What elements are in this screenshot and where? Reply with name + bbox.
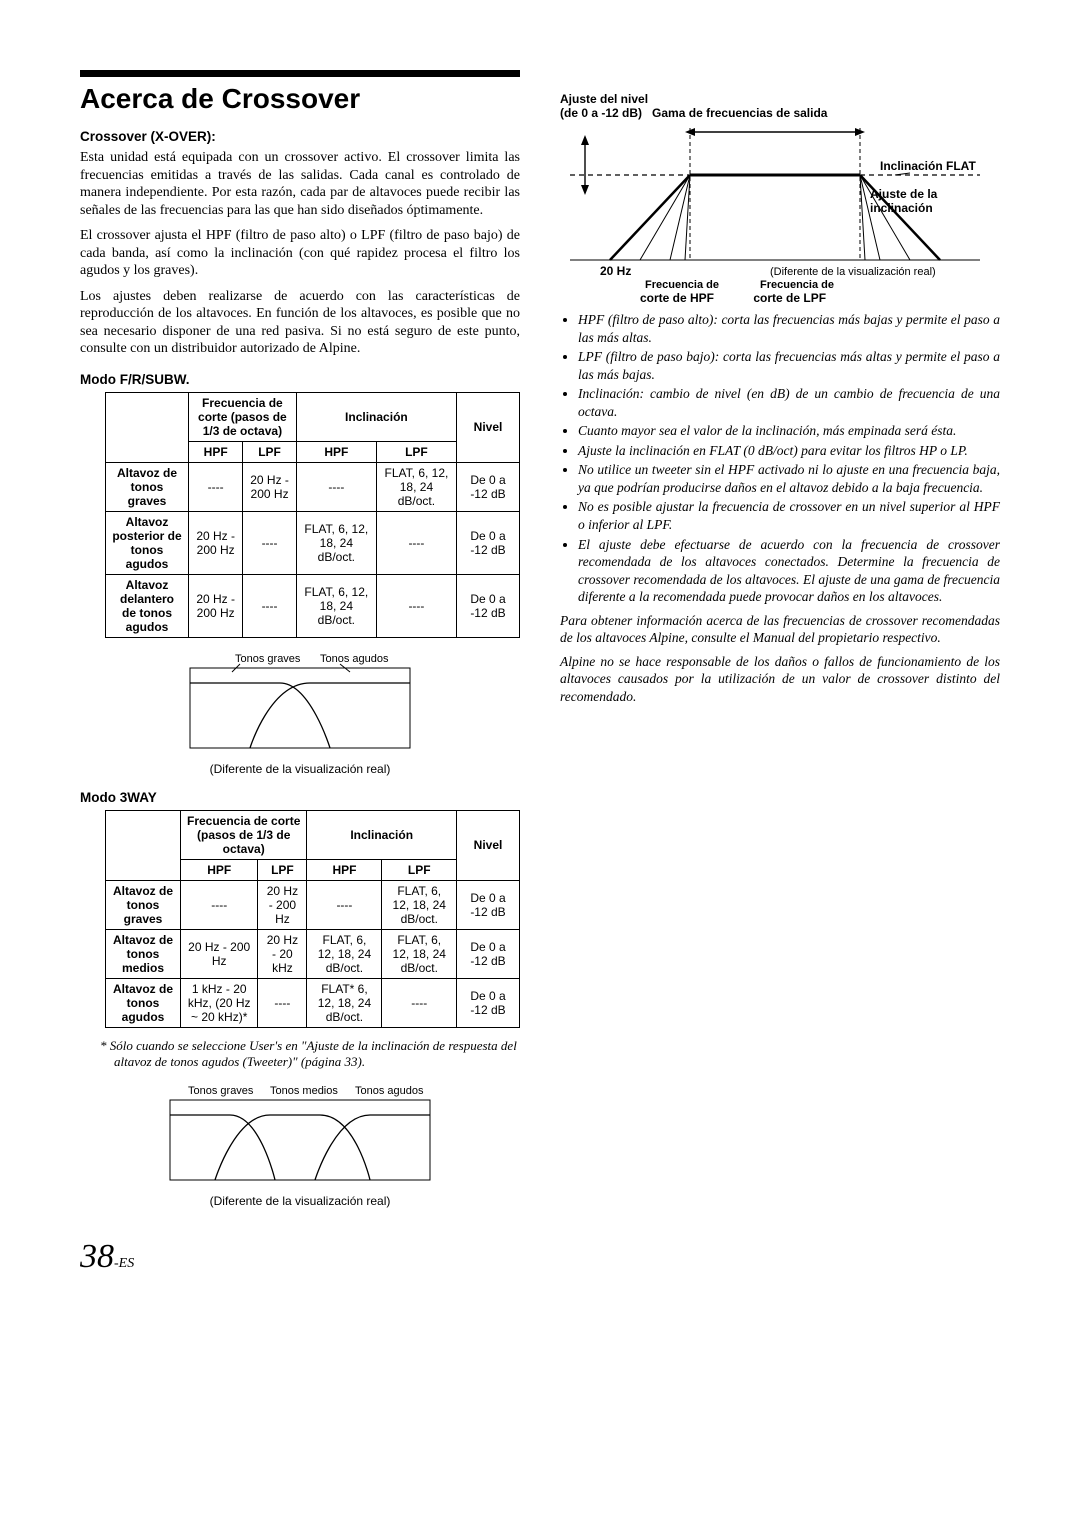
col-niv-b: Nivel	[457, 810, 520, 880]
crossover-p3: Los ajustes deben realizarse de acuerdo …	[80, 288, 520, 358]
list-item: Inclinación: cambio de nivel (en dB) de …	[578, 385, 1000, 420]
diag-a-label-agudos: Tonos agudos	[320, 653, 389, 665]
chart-label-flat: Inclinación FLAT	[880, 159, 976, 173]
chart-label-ajuste-incl: Ajuste de la inclinación	[870, 187, 941, 215]
chart-label-diff: (Diferente de la visualización real)	[770, 266, 936, 278]
list-item: No es posible ajustar la frecuencia de c…	[578, 498, 1000, 533]
list-item: Cuanto mayor sea el valor de la inclinac…	[578, 422, 1000, 440]
table-row: Altavoz de tonos graves ---- 20 Hz - 200…	[106, 880, 520, 929]
crossover-p1: Esta unidad está equipada con un crossov…	[80, 149, 520, 219]
mode-3way-table: Frecuencia de corte (pasos de 1/3 de oct…	[105, 810, 520, 1028]
footnote: * Sólo cuando se seleccione User's en "A…	[100, 1038, 520, 1071]
table-row: Altavoz de tonos agudos 1 kHz - 20 kHz, …	[106, 978, 520, 1027]
after-note-1: Para obtener información acerca de las f…	[560, 612, 1000, 647]
after-note-2: Alpine no se hace responsable de los dañ…	[560, 653, 1000, 706]
chart-label-gama: Gama de frecuencias de salida	[652, 106, 827, 120]
diag-b-caption: (Diferente de la visualización real)	[80, 1194, 520, 1208]
sub-ilpf: LPF	[376, 441, 456, 462]
crossover-heading: Crossover (X-OVER):	[80, 129, 520, 144]
table-row: Altavoz posterior de tonos agudos 20 Hz …	[106, 511, 520, 574]
col-incl-b: Inclinación	[307, 810, 457, 859]
chart-label-20hz: 20 Hz	[600, 264, 631, 278]
col-freq-b: Frecuencia de corte (pasos de 1/3 de oct…	[181, 810, 307, 859]
crossover-p2: El crossover ajusta el HPF (filtro de pa…	[80, 227, 520, 280]
diag-a-caption: (Diferente de la visualización real)	[80, 762, 520, 776]
sub-ihpf: HPF	[296, 441, 376, 462]
list-item: Ajuste la inclinación en FLAT (0 dB/oct)…	[578, 442, 1000, 460]
mode-frsubw-heading: Modo F/R/SUBW.	[80, 372, 520, 387]
diag-a-label-graves: Tonos graves	[235, 653, 301, 665]
col-incl: Inclinación	[296, 392, 456, 441]
mode-frsubw-table: Frecuencia de corte (pasos de 1/3 de oct…	[105, 392, 520, 638]
chart-label-freq-hpf: Frecuencia de	[645, 279, 719, 290]
table-row: Altavoz de tonos graves ---- 20 Hz - 200…	[106, 462, 520, 511]
sub-lpf: LPF	[243, 441, 296, 462]
page-number: 38-ES	[80, 1238, 520, 1276]
chart-label-freq-lpf: Frecuencia de	[760, 279, 834, 290]
list-item: El ajuste debe efectuarse de acuerdo con…	[578, 536, 1000, 606]
mode-3way-heading: Modo 3WAY	[80, 790, 520, 805]
col-freq: Frecuencia de corte (pasos de 1/3 de oct…	[189, 392, 297, 441]
list-item: HPF (filtro de paso alto): corta las fre…	[578, 311, 1000, 346]
diag-b-label-medios: Tonos medios	[270, 1085, 338, 1097]
list-item: No utilice un tweeter sin el HPF activad…	[578, 461, 1000, 496]
chart-label-range: (de 0 a -12 dB)	[560, 106, 642, 120]
frequency-response-diagram: Inclinación FLAT Ajuste de la inclinació…	[560, 120, 990, 290]
diag-b-label-agudos: Tonos agudos	[355, 1085, 424, 1097]
sub-hpf: HPF	[189, 441, 243, 462]
crossover-diagram-3band: Tonos graves Tonos medios Tonos agudos	[160, 1080, 440, 1190]
diag-b-label-graves: Tonos graves	[188, 1085, 254, 1097]
chart-label-ajuste-nivel: Ajuste del nivel	[560, 92, 1000, 106]
table-row: Altavoz de tonos medios 20 Hz - 200 Hz 2…	[106, 929, 520, 978]
col-niv: Nivel	[457, 392, 520, 462]
crossover-diagram-2band: Tonos graves Tonos agudos	[180, 648, 420, 758]
list-item: LPF (filtro de paso bajo): corta las fre…	[578, 348, 1000, 383]
table-row: Altavoz delantero de tonos agudos 20 Hz …	[106, 574, 520, 637]
bullet-list: HPF (filtro de paso alto): corta las fre…	[560, 311, 1000, 606]
page-title: Acerca de Crossover	[80, 70, 520, 115]
